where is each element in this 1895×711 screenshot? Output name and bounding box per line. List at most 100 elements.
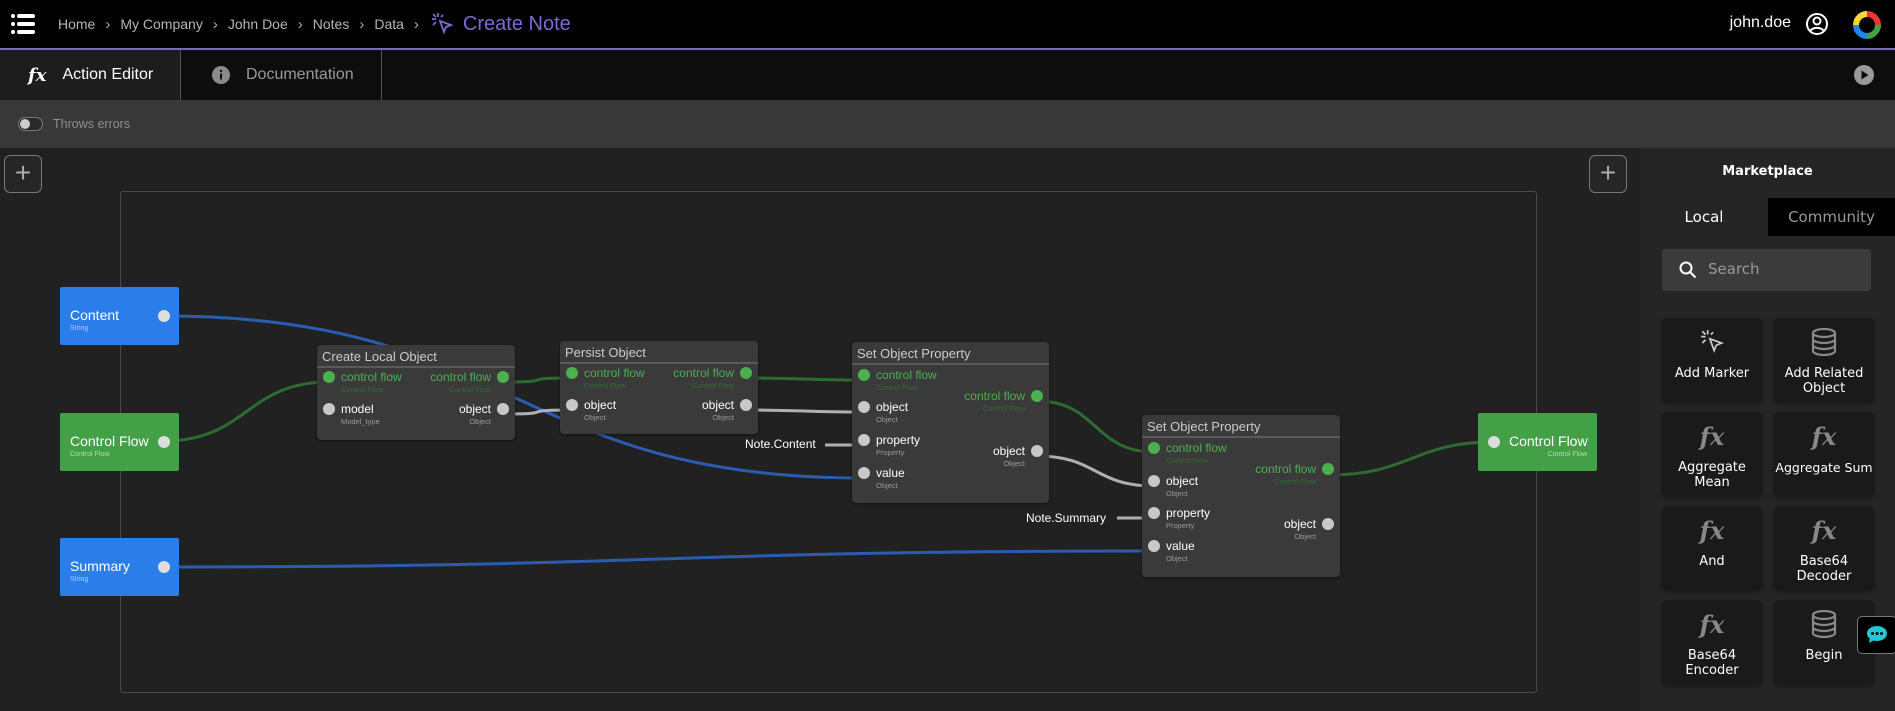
wire-control-flow[interactable] [745,376,864,382]
marketplace-item[interactable]: Add Related Object [1774,318,1874,402]
port-dot[interactable] [566,367,578,379]
port-dot[interactable] [1148,540,1160,552]
add-output-button[interactable]: + [1589,155,1627,193]
tab-local[interactable]: Local [1640,198,1768,236]
port-dot[interactable] [740,367,752,379]
port-object[interactable]: object Object [632,398,752,424]
port-object[interactable]: object Object [923,444,1043,470]
port-model[interactable]: model Model_type [323,402,443,428]
port-object[interactable]: object Object [566,398,686,424]
run-play-icon[interactable] [1853,64,1875,86]
marketplace-item-label: And [1699,554,1725,569]
port-object[interactable]: object Object [1214,517,1334,543]
breadcrumb-item[interactable]: John Doe [227,16,288,32]
node-sop1[interactable]: Set Object Property control flow Control F… [852,342,1049,503]
port-control-flow[interactable]: control flow Control Flow [1148,441,1268,467]
port-dot[interactable] [1148,507,1160,519]
port-dot[interactable] [1148,442,1160,454]
breadcrumb-item[interactable]: Data [374,16,404,32]
port-control-flow[interactable]: control flow Control Flow [858,368,978,394]
port-dot[interactable] [323,403,335,415]
port-dot[interactable] [1031,445,1043,457]
chat-button[interactable] [1857,616,1895,654]
port-value[interactable]: value Object [1148,539,1268,565]
search-input[interactable]: Search [1662,249,1871,291]
breadcrumb-item[interactable]: Notes [312,16,350,32]
add-input-button[interactable]: + [4,155,42,193]
port-dot[interactable] [858,401,870,413]
port-value[interactable]: value Object [858,466,978,492]
port-object[interactable]: object Object [1148,474,1268,500]
port-type: Object [1166,489,1188,498]
marketplace-item[interactable]: fx And [1662,506,1762,590]
port-label: object [584,398,617,412]
user-account-icon[interactable] [1805,12,1829,36]
marketplace-item[interactable]: fx Base64 Encoder [1662,600,1762,684]
port-object[interactable]: object Object [858,400,978,426]
port-control-flow[interactable]: control flow Control Flow [923,389,1043,415]
username[interactable]: john.doe [1729,14,1791,31]
marketplace-panel: Marketplace Local Community Search Add M… [1640,148,1895,711]
port-type: Object [469,417,491,426]
port-dot[interactable] [1148,475,1160,487]
marketplace-item[interactable]: Add Marker [1662,318,1762,402]
wire-object[interactable] [1036,454,1155,488]
port-dot[interactable] [1322,463,1334,475]
port-dot[interactable] [566,399,578,411]
port-dot[interactable] [323,371,335,383]
port-control-flow[interactable]: control flow Control Flow [1214,462,1334,488]
breadcrumb-item[interactable]: Home [58,16,96,32]
tab-action-editor[interactable]: fx Action Editor [0,50,181,100]
port-dot[interactable] [858,369,870,381]
wire-control-flow[interactable] [163,380,330,443]
port-dot[interactable] [858,467,870,479]
port-property[interactable]: property Property [1148,506,1268,532]
input-node-summary[interactable]: Summary String [60,538,179,596]
marketplace-item-label: Add Marker [1674,366,1750,381]
constant-c2[interactable]: Note.Summary [1026,511,1107,525]
input-node-control-flow-in[interactable]: Control Flow Control Flow [60,413,179,471]
wire-control-flow[interactable] [1327,440,1496,477]
output-port[interactable] [158,436,170,448]
throws-errors-toggle[interactable] [18,117,43,131]
node-clo[interactable]: Create Local Object control flow Control F… [317,345,515,440]
app-logo-icon[interactable] [1853,11,1881,39]
input-node-content[interactable]: Content String [60,287,179,345]
node-sop2[interactable]: Set Object Property control flow Control F… [1142,415,1340,577]
port-property[interactable]: property Property [858,433,978,459]
output-port[interactable] [158,310,170,322]
wire-object[interactable] [745,408,864,414]
tab-label: Action Editor [62,66,154,83]
port-control-flow[interactable]: control flow Control Flow [389,370,509,396]
port-control-flow[interactable]: control flow Control Flow [632,366,752,392]
menu-icon[interactable] [11,14,35,34]
port-dot[interactable] [858,434,870,446]
port-label: object [992,444,1025,458]
marketplace-item[interactable]: fx Base64 Decoder [1774,506,1874,590]
input-port[interactable] [1488,436,1500,448]
marketplace-item[interactable]: fx Aggregate Mean [1662,412,1762,496]
port-dot[interactable] [1322,518,1334,530]
node-po[interactable]: Persist Object control flow Control Flow ob… [560,341,758,434]
port-control-flow[interactable]: control flow Control Flow [566,366,686,392]
port-dot[interactable] [497,371,509,383]
wire-object[interactable] [502,408,573,416]
constant-c1[interactable]: Note.Content [745,437,816,451]
output-port[interactable] [158,561,170,573]
tab-community[interactable]: Community [1768,198,1895,236]
breadcrumb-item[interactable]: My Company [120,16,203,32]
wire-summary-to-value[interactable] [163,549,1155,569]
port-dot[interactable] [497,403,509,415]
wire-control-flow[interactable] [1036,399,1155,454]
port-dot[interactable] [740,399,752,411]
port-label: control flow [584,366,645,380]
port-object[interactable]: object Object [389,402,509,428]
tab-documentation[interactable]: Documentation [181,50,382,100]
marketplace-item[interactable]: fx Aggregate Sum [1774,412,1874,496]
port-type: Object [876,415,898,424]
wire-control-flow[interactable] [502,376,573,384]
output-node-control-flow[interactable]: Control Flow Control Flow [1478,413,1597,471]
top-bar: Home › My Company › John Doe › Notes › Data › Crea… [0,0,1895,50]
port-control-flow[interactable]: control flow Control Flow [323,370,443,396]
port-dot[interactable] [1031,390,1043,402]
